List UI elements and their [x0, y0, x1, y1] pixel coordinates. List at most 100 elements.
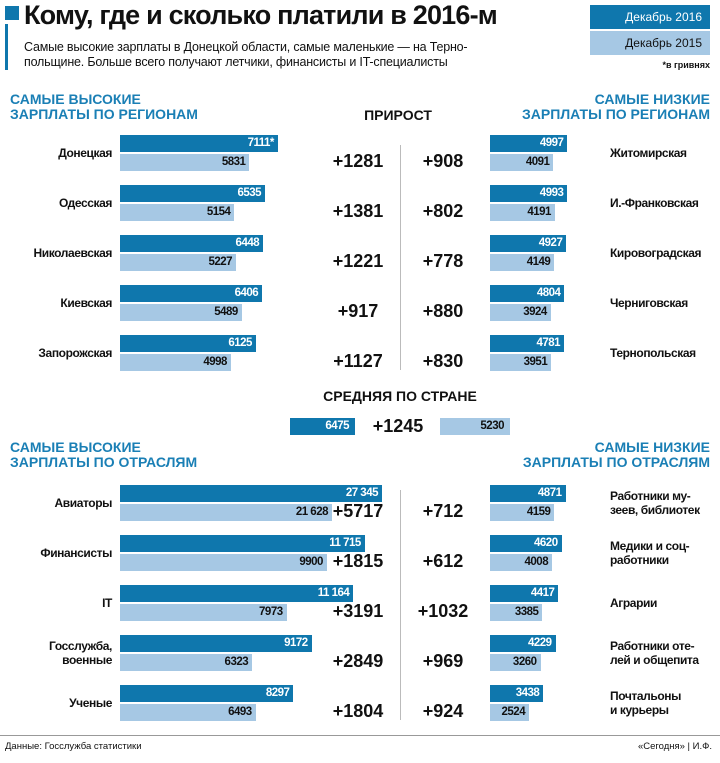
bar-clip — [120, 704, 332, 721]
value-label: 27 345 — [345, 487, 379, 499]
divider — [400, 490, 401, 720]
bar — [120, 204, 235, 221]
value-label: 3438 — [515, 687, 540, 699]
bar-clip — [120, 554, 332, 571]
category-label: Кировоградская — [610, 246, 702, 260]
value-label: 7111* — [247, 137, 275, 149]
bar — [490, 554, 553, 571]
bar — [490, 654, 541, 671]
bar — [490, 485, 566, 502]
bar — [490, 304, 551, 321]
bar — [490, 135, 568, 152]
unit-note: *в гривнях — [662, 60, 710, 70]
legend-2015: Декабрь 2015 — [590, 31, 710, 55]
category-label: Черниговская — [610, 296, 688, 310]
value-label: 6323 — [224, 656, 249, 668]
bar — [120, 654, 253, 671]
category-label: Финансисты — [40, 546, 112, 560]
value-label: 4149 — [526, 256, 551, 268]
growth-label: +908 — [422, 151, 464, 171]
credit: «Сегодня» | И.Ф. — [637, 741, 712, 752]
bar-clip — [120, 685, 382, 702]
value-label: 6125 — [228, 337, 252, 349]
bar — [490, 254, 555, 271]
bar — [490, 204, 555, 221]
section-title: САМЫЕ НИЗКИЕ ЗАРПЛАТЫ ПО ОТРАСЛЯМ — [522, 439, 710, 470]
category-label: Николаевская — [33, 246, 112, 260]
growth-label: +1032 — [417, 601, 469, 621]
bar — [490, 154, 554, 171]
value-label: 3951 — [523, 356, 548, 368]
bar — [490, 535, 562, 552]
bar — [120, 554, 327, 571]
bar — [120, 704, 256, 721]
category-label: Работники оте- лей и общепита — [610, 639, 699, 667]
bar — [120, 335, 256, 352]
category-label: Авиаторы — [54, 496, 112, 510]
growth-label: +2849 — [332, 651, 384, 671]
title-icon — [5, 6, 19, 20]
value-label: 4191 — [527, 206, 551, 218]
bar — [490, 504, 555, 521]
bar-clip — [120, 485, 382, 502]
average-2016: 6475 — [290, 418, 355, 435]
bar — [490, 354, 552, 371]
value-label: 4008 — [524, 556, 549, 568]
category-label: Донецкая — [58, 146, 112, 160]
growth-label: +880 — [422, 301, 464, 321]
bar — [490, 285, 565, 302]
value-label: 9900 — [299, 556, 323, 568]
bar — [490, 585, 559, 602]
value-label: 11 164 — [317, 587, 350, 599]
growth-label: +1281 — [332, 151, 384, 171]
bar — [120, 235, 264, 252]
value-label: 4417 — [530, 587, 555, 599]
category-label: Почтальоны и курьеры — [610, 689, 682, 717]
section-title: САМЫЕ НИЗКИЕ ЗАРПЛАТЫ ПО РЕГИОНАМ — [522, 91, 710, 122]
value-label: 4871 — [537, 487, 562, 499]
bar — [120, 635, 312, 652]
category-label: И.-Франковская — [610, 196, 699, 210]
bar — [120, 285, 263, 302]
category-label: Ученые — [69, 696, 112, 710]
bar-clip — [120, 654, 332, 671]
bar — [120, 154, 250, 171]
average-growth: +1245 — [372, 416, 424, 436]
value-label: 3260 — [512, 656, 537, 668]
value-label: 4159 — [526, 506, 551, 518]
bar — [120, 585, 354, 602]
category-label: Житомирская — [610, 146, 687, 160]
bar — [490, 635, 556, 652]
growth-label: +3191 — [332, 601, 384, 621]
bar-clip — [120, 635, 382, 652]
growth-label: +917 — [337, 301, 379, 321]
value-label: 3385 — [514, 606, 539, 618]
value-label: 9172 — [284, 637, 308, 649]
growth-label: +802 — [422, 201, 464, 221]
bar-clip — [120, 585, 382, 602]
value-label: 4091 — [525, 156, 550, 168]
value-label: 6535 — [237, 187, 262, 199]
bar — [490, 185, 568, 202]
value-label: 4781 — [536, 337, 561, 349]
growth-title: ПРИРОСТ — [364, 107, 432, 123]
footer-rule — [0, 735, 720, 736]
value-label: 6448 — [235, 237, 260, 249]
bar — [120, 604, 287, 621]
bar — [490, 685, 544, 702]
value-label: 5227 — [208, 256, 233, 268]
category-label: Аграрии — [610, 596, 657, 610]
bar — [120, 504, 332, 521]
value-label: 4229 — [527, 637, 552, 649]
bar — [120, 135, 278, 152]
value-label: 11 715 — [329, 537, 361, 549]
growth-label: +830 — [422, 351, 464, 371]
growth-label: +778 — [422, 251, 464, 271]
value-label: 6493 — [228, 706, 252, 718]
category-label: Работники му- зеев, библиотек — [610, 489, 700, 517]
bar — [490, 704, 530, 721]
average-title: СРЕДНЯЯ ПО СТРАНЕ — [323, 388, 477, 404]
value-label: 4927 — [538, 237, 563, 249]
value-label: 5489 — [214, 306, 238, 318]
